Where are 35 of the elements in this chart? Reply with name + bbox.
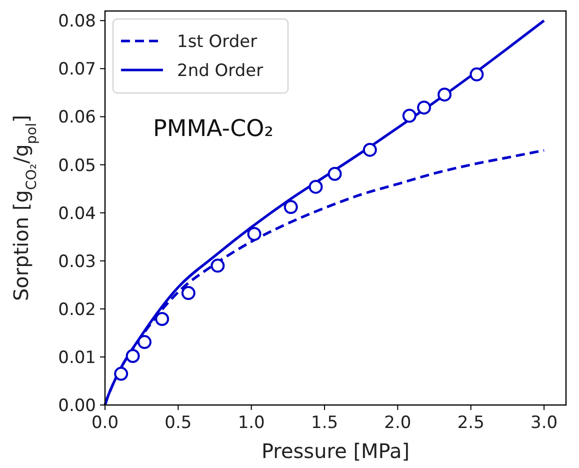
x-tick-label: 0.0 bbox=[91, 413, 119, 433]
legend-label: 1st Order bbox=[177, 32, 258, 52]
point bbox=[362, 142, 377, 157]
point bbox=[417, 100, 432, 115]
point bbox=[126, 348, 140, 363]
point bbox=[402, 108, 416, 123]
y-tick-label: 0.05 bbox=[58, 156, 96, 176]
x-tick-label: 1.0 bbox=[238, 413, 265, 433]
y-tick-label: 0.07 bbox=[58, 60, 96, 80]
y-tick-label: 0.00 bbox=[58, 396, 96, 416]
point bbox=[284, 200, 298, 214]
y-tick-label: 0.08 bbox=[58, 12, 96, 32]
x-tick-label: 0.5 bbox=[164, 413, 192, 433]
x-axis-title: Pressure [MPa] bbox=[261, 439, 410, 463]
legend-label: 2nd Order bbox=[177, 61, 264, 81]
point bbox=[210, 258, 225, 273]
y-tick-label: 0.02 bbox=[58, 300, 96, 320]
annotation: PMMA-CO₂ bbox=[153, 116, 274, 142]
point bbox=[155, 312, 170, 326]
y-tick-label: 0.06 bbox=[58, 108, 96, 128]
point bbox=[308, 180, 323, 194]
y-tick-label: 0.04 bbox=[58, 204, 96, 224]
point bbox=[138, 335, 152, 350]
point bbox=[181, 286, 196, 300]
point bbox=[247, 226, 262, 241]
y-tick-label: 0.01 bbox=[58, 348, 96, 368]
x-tick-label: 1.5 bbox=[311, 413, 338, 433]
point bbox=[470, 67, 484, 82]
x-tick-label: 2.5 bbox=[457, 413, 484, 433]
y-tick-label: 0.03 bbox=[58, 252, 96, 272]
point bbox=[328, 166, 342, 181]
x-tick-label: 3.0 bbox=[530, 413, 558, 433]
point bbox=[114, 366, 128, 381]
x-tick-label: 2.0 bbox=[384, 413, 412, 433]
point bbox=[438, 88, 452, 102]
